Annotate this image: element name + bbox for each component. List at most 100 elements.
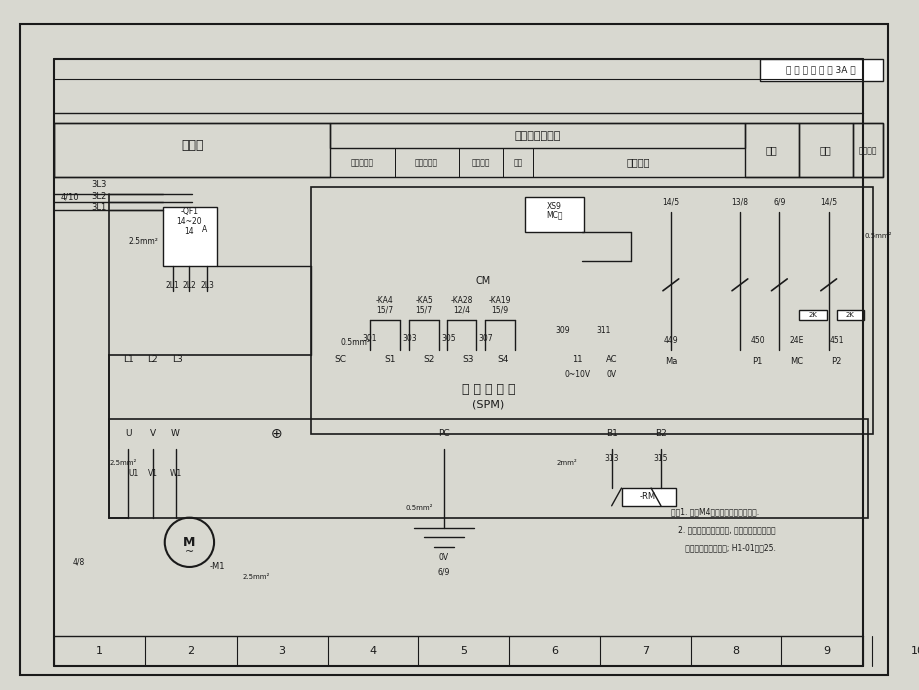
Text: 复位: 复位 [513, 158, 522, 167]
Text: XS9: XS9 [547, 202, 562, 211]
Bar [108, 419, 868, 518]
Text: PC: PC [437, 429, 449, 438]
Text: 3L3: 3L3 [91, 179, 107, 188]
Text: 10: 10 [910, 646, 919, 656]
Text: 2L3: 2L3 [200, 282, 214, 290]
Bar [54, 123, 882, 177]
Text: L3: L3 [172, 355, 183, 364]
Text: 外部故障: 外部故障 [471, 158, 489, 167]
Text: -KA4: -KA4 [376, 296, 393, 305]
Text: B2: B2 [654, 429, 666, 438]
Text: -KA5: -KA5 [414, 296, 433, 305]
Text: V1: V1 [148, 469, 158, 477]
Bar [744, 123, 799, 177]
Text: SC: SC [334, 355, 346, 364]
Bar [330, 123, 744, 148]
Text: S2: S2 [423, 355, 435, 364]
Text: A: A [201, 225, 207, 234]
Text: 15/9: 15/9 [491, 306, 508, 315]
Text: 449: 449 [663, 335, 677, 344]
Text: 2.5mm²: 2.5mm² [109, 460, 137, 466]
Text: V: V [150, 429, 156, 438]
Text: 4: 4 [369, 646, 376, 656]
Text: 12/4: 12/4 [453, 306, 470, 315]
Text: L2: L2 [147, 355, 158, 364]
Text: 变频器控制信号: 变频器控制信号 [514, 131, 561, 141]
Text: 2K: 2K [845, 313, 854, 318]
Text: 主电机反转: 主电机反转 [414, 158, 437, 167]
Text: 2. 安川变频器使用虚页, 自学习时请按电机铭: 2. 安川变频器使用虚页, 自学习时请按电机铭 [670, 526, 775, 535]
Text: S4: S4 [497, 355, 508, 364]
Text: 3L2: 3L2 [91, 192, 107, 201]
Text: 14: 14 [185, 227, 194, 236]
Text: W: W [171, 429, 180, 438]
Text: -M1: -M1 [209, 562, 224, 571]
Text: 2K: 2K [808, 313, 816, 318]
Text: S3: S3 [462, 355, 474, 364]
Bar [311, 187, 872, 434]
Bar [759, 59, 882, 81]
Text: AC: AC [606, 355, 617, 364]
Text: 309: 309 [554, 326, 569, 335]
Text: 307: 307 [478, 333, 493, 343]
Text: ⊕: ⊕ [270, 427, 282, 441]
Text: 301: 301 [362, 333, 377, 343]
Text: 6/9: 6/9 [437, 567, 449, 576]
Text: -KA28: -KA28 [450, 296, 472, 305]
Text: 7: 7 [641, 646, 648, 656]
Text: 4/10: 4/10 [61, 193, 79, 201]
Text: 0V: 0V [606, 370, 616, 379]
Bar [524, 197, 584, 232]
Text: 2mm²: 2mm² [556, 460, 577, 466]
Text: 14/5: 14/5 [819, 197, 836, 206]
Text: 8: 8 [732, 646, 739, 656]
Text: 零速: 零速 [819, 146, 831, 156]
Bar [799, 310, 826, 320]
Bar [799, 123, 853, 177]
Text: U1: U1 [128, 469, 138, 477]
Text: 2: 2 [187, 646, 194, 656]
Text: 4/8: 4/8 [73, 558, 85, 566]
Text: L1: L1 [123, 355, 133, 364]
Text: 注：1. 电缆M4的屏蔽线的屏蔽层接地.: 注：1. 电缆M4的屏蔽线的屏蔽层接地. [670, 508, 758, 517]
Text: ~: ~ [185, 547, 194, 557]
Text: 15/7: 15/7 [376, 306, 393, 315]
Text: 2.5mm²: 2.5mm² [128, 237, 158, 246]
Text: 0.5mm²: 0.5mm² [405, 505, 433, 511]
Text: -RM: -RM [640, 493, 655, 502]
Text: B1: B1 [605, 429, 617, 438]
Text: M: M [183, 536, 196, 549]
Text: CM: CM [475, 276, 491, 286]
Text: 311: 311 [596, 326, 610, 335]
Text: 模拟电压: 模拟电压 [626, 157, 650, 168]
Text: 24E: 24E [789, 335, 803, 344]
Text: 2.5mm²: 2.5mm² [243, 574, 270, 580]
Text: 电 气 原 理 图 第 3A 页: 电 气 原 理 图 第 3A 页 [785, 66, 855, 75]
Text: 0~10V: 0~10V [563, 370, 589, 379]
Text: MC频: MC频 [546, 210, 562, 219]
Text: 2L2: 2L2 [182, 282, 196, 290]
Bar [459, 148, 503, 177]
Text: 主电机: 主电机 [181, 139, 203, 152]
Text: 6: 6 [550, 646, 557, 656]
Bar [532, 148, 744, 177]
Text: 1: 1 [96, 646, 103, 656]
Text: 牌上的数据进行设定; H1-01设为25.: 牌上的数据进行设定; H1-01设为25. [670, 543, 775, 552]
Text: 451: 451 [828, 335, 843, 344]
Text: 6/9: 6/9 [772, 197, 785, 206]
Text: 14/5: 14/5 [662, 197, 678, 206]
Text: -QF1: -QF1 [180, 207, 199, 217]
Text: 安 川 变 频 器: 安 川 变 频 器 [461, 383, 515, 396]
Text: 9: 9 [823, 646, 829, 656]
Text: 故障: 故障 [765, 146, 777, 156]
Text: U: U [125, 429, 131, 438]
Text: S1: S1 [383, 355, 395, 364]
Text: (SPM): (SPM) [471, 400, 504, 409]
Text: 0.5mm²: 0.5mm² [340, 337, 369, 346]
Bar [54, 123, 330, 177]
Bar [163, 207, 217, 266]
Bar [330, 148, 394, 177]
Text: 313: 313 [604, 454, 618, 463]
Text: 2L1: 2L1 [165, 282, 179, 290]
Text: 速度到达: 速度到达 [858, 146, 877, 155]
